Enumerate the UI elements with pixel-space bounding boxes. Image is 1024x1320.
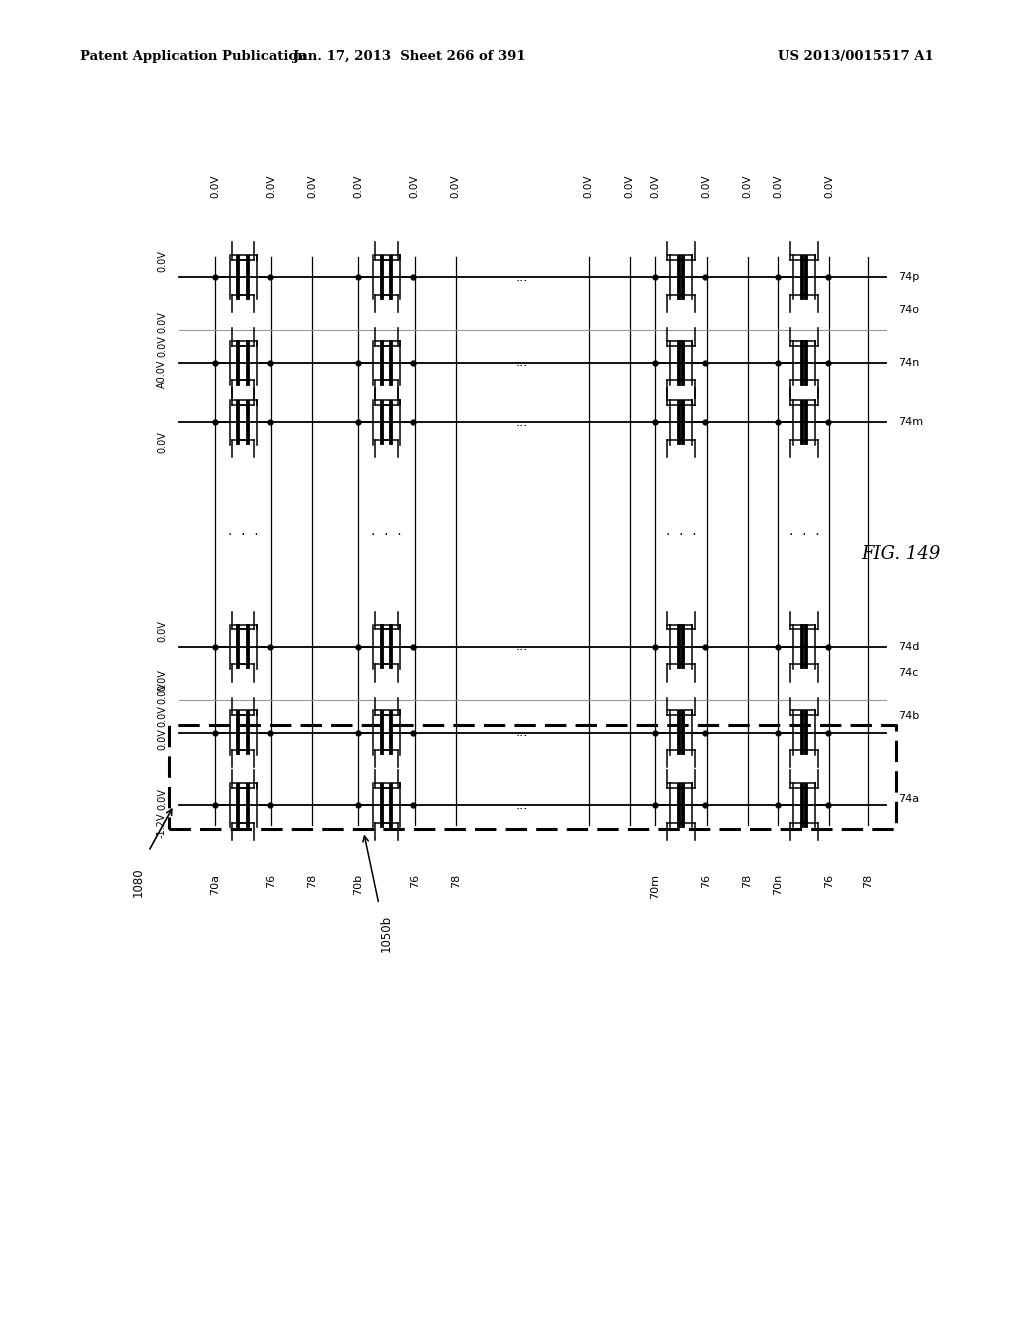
Text: 70n: 70n — [773, 874, 783, 895]
Text: 78: 78 — [307, 874, 317, 888]
Text: 0.0V: 0.0V — [157, 251, 167, 272]
Text: ...: ... — [516, 799, 528, 812]
Text: 74p: 74p — [898, 272, 920, 282]
Text: 76: 76 — [701, 874, 712, 888]
Text: ...: ... — [516, 416, 528, 429]
Text: 0.0V: 0.0V — [451, 174, 461, 198]
Text: 1080: 1080 — [132, 867, 144, 896]
Text: 0.0V: 0.0V — [157, 335, 167, 358]
Text: 78: 78 — [451, 874, 461, 888]
Text: ...: ... — [516, 356, 528, 370]
Text: 78: 78 — [863, 874, 873, 888]
Text: 0.0V: 0.0V — [773, 174, 783, 198]
Text: 0.0V: 0.0V — [625, 174, 635, 198]
Text: ·  ·  ·: · · · — [788, 528, 819, 541]
Text: 70a: 70a — [210, 874, 220, 895]
Text: 0.0V: 0.0V — [157, 669, 167, 690]
Text: 74b: 74b — [898, 711, 920, 721]
Text: 0.0V: 0.0V — [701, 174, 712, 198]
Text: 70b: 70b — [353, 874, 364, 895]
Text: 78: 78 — [742, 874, 753, 888]
Text: 0.0V: 0.0V — [157, 620, 167, 642]
Text: 0.0V: 0.0V — [266, 174, 276, 198]
Text: 0.0V: 0.0V — [742, 174, 753, 198]
Text: ...: ... — [516, 640, 528, 653]
Text: 0.0V: 0.0V — [824, 174, 835, 198]
Text: 0.0V: 0.0V — [157, 705, 167, 727]
Text: 0.0V: 0.0V — [157, 432, 167, 453]
Text: Jan. 17, 2013  Sheet 266 of 391: Jan. 17, 2013 Sheet 266 of 391 — [293, 50, 526, 63]
Text: 74a: 74a — [898, 793, 920, 804]
Text: ·  ·  ·: · · · — [228, 528, 258, 541]
Text: 0.0V: 0.0V — [157, 788, 167, 809]
Text: FIG. 149: FIG. 149 — [861, 545, 941, 564]
Text: 1050b: 1050b — [380, 915, 392, 952]
Text: 0.0V: 0.0V — [157, 682, 167, 704]
Text: 74d: 74d — [898, 642, 920, 652]
Text: 76: 76 — [824, 874, 835, 888]
Text: US 2013/0015517 A1: US 2013/0015517 A1 — [778, 50, 934, 63]
Text: 0.0V: 0.0V — [157, 312, 167, 333]
Text: ·  ·  ·: · · · — [372, 528, 401, 541]
Text: A0.0V: A0.0V — [157, 359, 167, 388]
Text: 76: 76 — [410, 874, 420, 888]
Text: 0.0V: 0.0V — [410, 174, 420, 198]
Text: ·  ·  ·: · · · — [666, 528, 696, 541]
Text: ...: ... — [516, 726, 528, 739]
Text: 74n: 74n — [898, 358, 920, 368]
Text: 0.0V: 0.0V — [584, 174, 594, 198]
Text: 70m: 70m — [650, 874, 660, 899]
Text: 76: 76 — [266, 874, 276, 888]
Text: 0.0V: 0.0V — [307, 174, 317, 198]
Text: Patent Application Publication: Patent Application Publication — [80, 50, 306, 63]
Text: 74m: 74m — [898, 417, 924, 428]
Text: ...: ... — [516, 271, 528, 284]
Text: -1.2V: -1.2V — [157, 812, 167, 838]
Text: 0.0V: 0.0V — [650, 174, 660, 198]
Text: 74c: 74c — [898, 668, 919, 678]
Text: 0.0V: 0.0V — [353, 174, 364, 198]
Text: 0.0V: 0.0V — [210, 174, 220, 198]
Text: 74o: 74o — [898, 305, 920, 315]
Text: 0.0V: 0.0V — [157, 729, 167, 750]
